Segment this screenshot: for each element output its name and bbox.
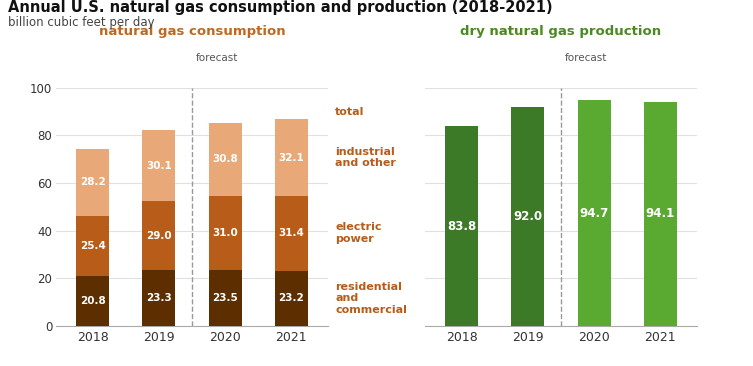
Bar [76,216,109,276]
Bar [511,107,544,326]
Text: 83.8: 83.8 [447,220,477,232]
Text: forecast: forecast [565,53,607,63]
Text: 32.1: 32.1 [279,153,304,163]
Text: 94.1: 94.1 [645,207,675,220]
Text: 25.4: 25.4 [80,241,105,251]
Text: 23.3: 23.3 [146,293,172,303]
Text: 30.1: 30.1 [146,161,172,171]
Bar [445,126,478,326]
Bar [275,270,308,326]
Text: total: total [335,107,364,117]
Text: 30.8: 30.8 [212,154,238,164]
Text: 94.7: 94.7 [579,206,608,220]
Bar [142,201,175,270]
Text: 20.8: 20.8 [80,296,105,306]
Bar [644,102,677,326]
Bar [76,149,109,216]
Bar [209,196,242,270]
Text: dry natural gas production: dry natural gas production [460,25,662,38]
Bar [142,130,175,201]
Bar [209,270,242,326]
Text: forecast: forecast [196,53,238,63]
Text: residential
and
commercial: residential and commercial [335,281,407,315]
Bar [142,270,175,326]
Text: industrial
and other: industrial and other [335,147,396,168]
Bar [578,100,611,326]
Text: 23.2: 23.2 [279,293,304,303]
Bar [275,196,308,270]
Bar [275,119,308,196]
Text: 31.4: 31.4 [279,228,304,238]
Text: 92.0: 92.0 [514,210,542,223]
Text: 28.2: 28.2 [80,177,105,187]
Text: billion cubic feet per day: billion cubic feet per day [8,16,154,30]
Bar [76,276,109,326]
Text: 29.0: 29.0 [146,231,172,241]
Text: Annual U.S. natural gas consumption and production (2018-2021): Annual U.S. natural gas consumption and … [8,0,552,15]
Bar [209,123,242,196]
Text: electric
power: electric power [335,223,382,244]
Text: natural gas consumption: natural gas consumption [99,25,285,38]
Text: 31.0: 31.0 [212,228,238,238]
Text: 23.5: 23.5 [212,293,238,303]
